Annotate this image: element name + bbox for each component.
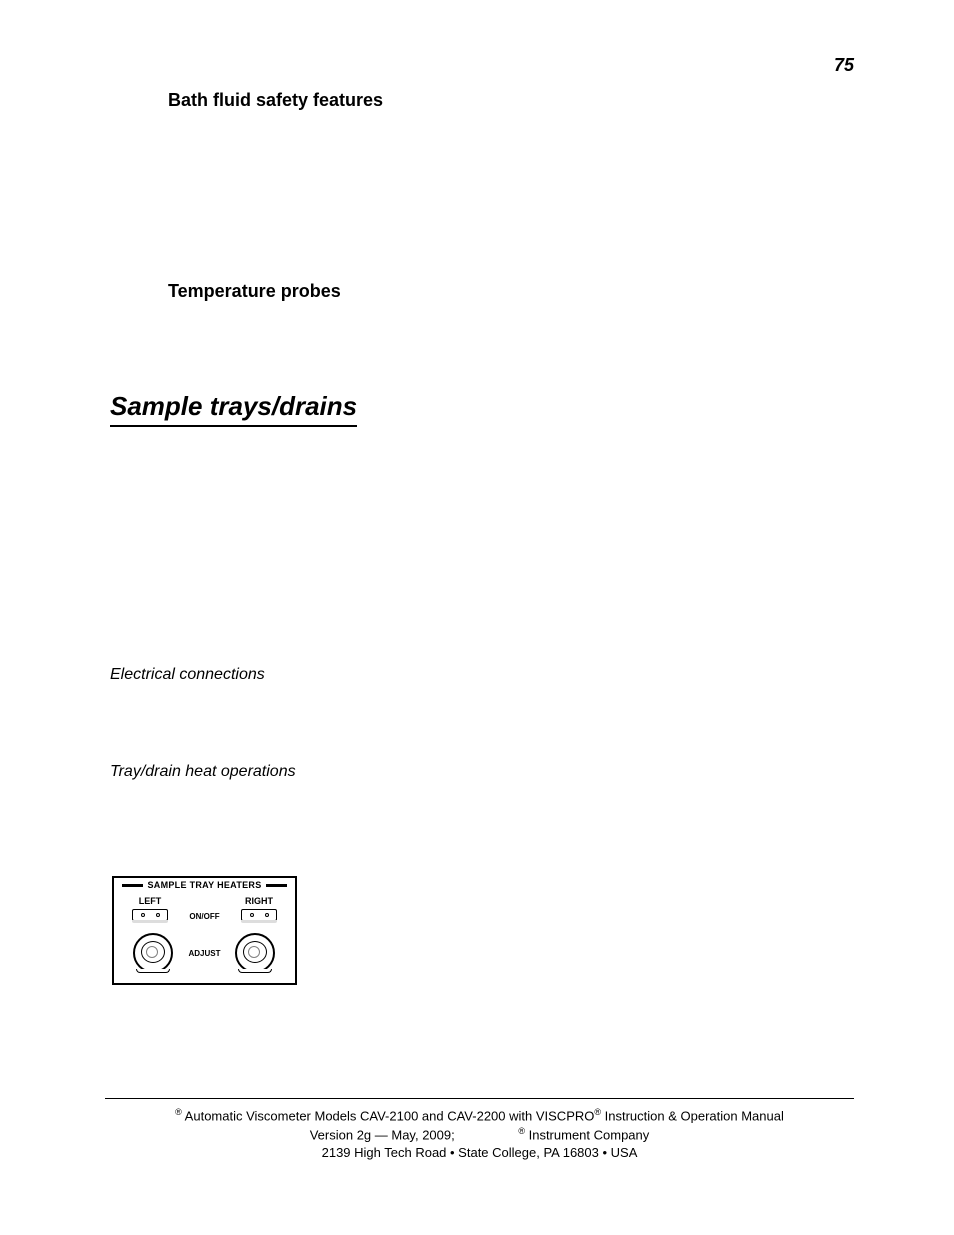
switch-shadow [241, 920, 277, 923]
switch-shadow [132, 920, 168, 923]
heading-temperature-probes: Temperature probes [168, 281, 341, 302]
onoff-label: ON/OFF [189, 912, 219, 921]
subheading-tray-drain-heat: Tray/drain heat operations [110, 763, 296, 781]
knob-base [136, 969, 170, 973]
heading-bath-fluid: Bath fluid safety features [168, 90, 383, 111]
switch-left-column: LEFT [126, 896, 174, 923]
knob-left [133, 933, 173, 973]
footer-line2-suffix: Instrument Company [525, 1127, 649, 1142]
adjust-label: ADJUST [188, 949, 220, 958]
switch-right-column: RIGHT [235, 896, 283, 923]
footer-rule [105, 1098, 854, 1099]
switch-left-label: LEFT [139, 896, 162, 906]
switch-dot-icon [156, 913, 160, 917]
figure-title-bar-left [122, 884, 143, 887]
switch-row: LEFT ON/OFF RIGHT [122, 896, 287, 923]
registered-icon: ® [518, 1126, 525, 1136]
figure-title-bar-right [266, 884, 287, 887]
figure-title: SAMPLE TRAY HEATERS [143, 880, 265, 890]
switch-dot-icon [265, 913, 269, 917]
switch-dot-icon [250, 913, 254, 917]
footer-line1-suffix: Instruction & Operation Manual [601, 1108, 784, 1123]
footer-line-2: Version 2g — May, 2009; ® Instrument Com… [105, 1125, 854, 1144]
knob-base [238, 969, 272, 973]
subheading-electrical-connections: Electrical connections [110, 666, 265, 684]
knob-row: ADJUST [122, 933, 287, 973]
figure-sample-tray-heaters: SAMPLE TRAY HEATERS LEFT ON/OFF RIGHT [112, 876, 297, 985]
switch-dot-icon [141, 913, 145, 917]
figure-title-row: SAMPLE TRAY HEATERS [122, 880, 287, 890]
section-title-sample-trays: Sample trays/drains [110, 391, 357, 427]
footer-line2-prefix: Version 2g — May, 2009; [310, 1127, 459, 1142]
footer-line-3: 2139 High Tech Road • State College, PA … [105, 1144, 854, 1162]
footer-line1-prefix: Automatic Viscometer Models CAV-2100 and… [182, 1108, 595, 1123]
footer-line-1: ® Automatic Viscometer Models CAV-2100 a… [105, 1106, 854, 1125]
footer: ® Automatic Viscometer Models CAV-2100 a… [105, 1106, 854, 1161]
switch-right-label: RIGHT [245, 896, 273, 906]
document-page: 75 Bath fluid safety features Temperatur… [0, 0, 954, 1235]
registered-icon: ® [175, 1107, 182, 1117]
knob-right [235, 933, 275, 973]
page-number: 75 [834, 55, 854, 76]
